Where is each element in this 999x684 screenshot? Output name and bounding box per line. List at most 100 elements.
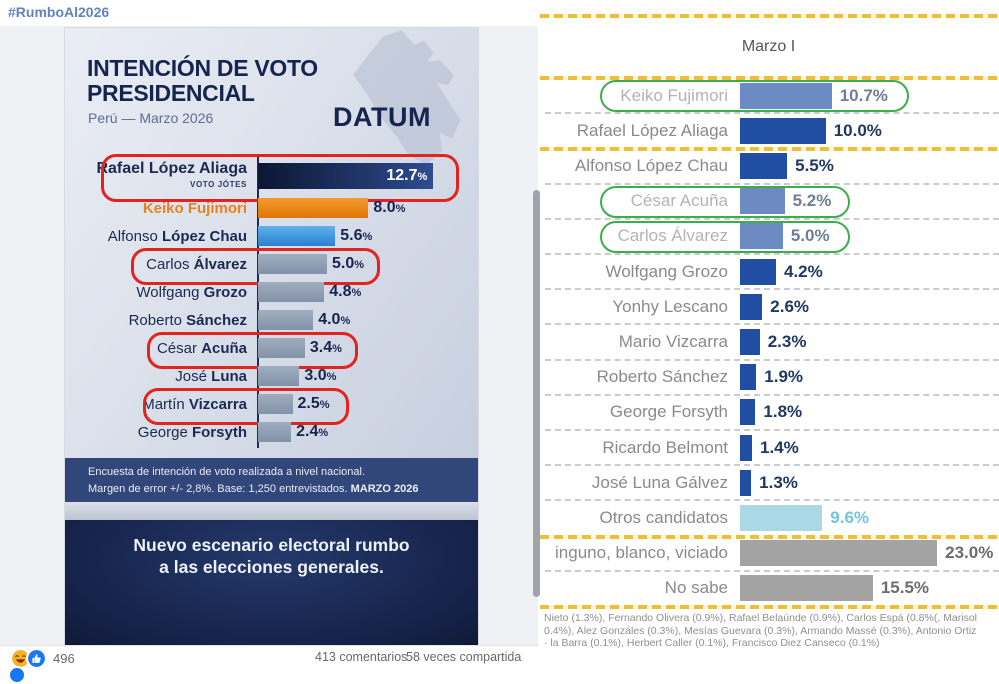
yellow-separator: [540, 76, 999, 80]
vote-value: 2.4%: [296, 423, 329, 440]
wave-bar: [740, 540, 938, 567]
wave-label: Ricardo Belmont: [602, 437, 728, 457]
candidate-row: César Acuña 3.4%: [65, 332, 478, 369]
axis-baseline: [257, 156, 259, 448]
candidate-label: José Luna: [175, 367, 247, 385]
wave-row: Mario Vizcarra 2.3%: [538, 324, 999, 359]
vote-bar: [258, 338, 305, 358]
comments-count[interactable]: 413 comentarios: [315, 650, 408, 664]
wave-bar: [740, 293, 763, 320]
wave-value: 1.3%: [759, 472, 798, 492]
candidate-row: George Forsyth 2.4%: [65, 418, 478, 446]
hashtag-link[interactable]: #RumboAl2026: [8, 4, 110, 20]
wave-label: Wolfgang Grozo: [605, 261, 728, 281]
candidate-label: Keiko Fujimori: [142, 199, 247, 217]
wave-bar: [740, 223, 783, 250]
wave-row: Rafael López Aliaga 10.0%: [538, 113, 999, 148]
like-reaction-icon[interactable]: [26, 648, 47, 669]
wave-label: No sabe: [664, 578, 728, 598]
post-footer-divider: [0, 645, 538, 646]
candidate-row: Roberto Sánchez 4.0%: [65, 306, 478, 334]
wave-bar: [740, 469, 752, 496]
wave-row: No sabe 15.5%: [538, 571, 999, 606]
green-highlight-ring: [600, 80, 909, 112]
dashed-separator: [545, 499, 999, 502]
candidate-row: Rafael López Aliaga VOTO JÓTES 12.7%: [65, 154, 478, 202]
vote-bar: [258, 422, 292, 442]
wave-row: Roberto Sánchez 1.9%: [538, 360, 999, 395]
wave-row: Yonhy Lescano 2.6%: [538, 289, 999, 324]
wave-row: Ricardo Belmont 1.4%: [538, 430, 999, 465]
vote-value: 3.4%: [309, 339, 342, 356]
wave-label: George Forsyth: [609, 402, 728, 422]
wave-row: Wolfgang Grozo 4.2%: [538, 254, 999, 289]
candidate-row: Alfonso López Chau 5.6%: [65, 222, 478, 250]
vote-value: 4.8%: [329, 283, 362, 300]
wave-bar: [740, 188, 785, 215]
wave-row: Carlos Álvarez 5.0%: [538, 219, 999, 254]
wave-bar: [740, 117, 826, 144]
wave-label: Rafael López Aliaga: [576, 120, 728, 140]
dashed-separator: [545, 323, 999, 326]
wave-value: 1.4%: [759, 437, 799, 457]
vote-value: 8.0%: [373, 199, 406, 216]
candidate-row: José Luna 3.0%: [65, 362, 478, 390]
footnote: Nieto (1.3%), Fernando Olivera (0.9%), R…: [544, 612, 978, 649]
dashed-separator: [545, 393, 999, 396]
vote-value: 3.0%: [304, 367, 337, 384]
wave-bar: [740, 399, 756, 426]
dashed-separator: [545, 112, 999, 115]
wave-value: 23.0%: [945, 543, 994, 563]
dashed-separator: [545, 253, 999, 255]
peru-map-silhouette: [353, 30, 461, 166]
wave-label: Yonhy Lescano: [612, 296, 728, 316]
wave-value: 10.7%: [839, 85, 888, 105]
green-highlight-ring: [600, 185, 850, 218]
wave-label: inguno, blanco, viciado: [555, 543, 728, 563]
dashed-separator: [545, 429, 999, 431]
candidate-label: Martín Vizcarra: [142, 395, 247, 413]
reactions-bar[interactable]: 496: [10, 648, 75, 669]
vote-value: 5.0%: [332, 255, 365, 272]
reaction-count[interactable]: 496: [53, 651, 75, 666]
candidate-row: Carlos Álvarez 5.0%: [65, 248, 478, 285]
candidate-label: Roberto Sánchez: [128, 311, 247, 329]
wave-value: 1.8%: [763, 402, 803, 422]
wave-row: Keiko Fujimori 10.7%: [538, 78, 999, 113]
wave-value: 5.2%: [792, 191, 832, 211]
wave-label: Alfonso López Chau: [574, 155, 728, 175]
survey-banner: Nuevo escenario electoral rumbo a las el…: [65, 520, 478, 645]
candidate-label: George Forsyth: [137, 423, 247, 441]
vote-value: 2.5%: [297, 395, 330, 412]
wave-bar: [740, 434, 752, 461]
wave-bar: [740, 364, 757, 391]
yellow-separator: [540, 534, 999, 539]
wave-bar: [740, 258, 776, 285]
shares-count[interactable]: 58 veces compartida: [406, 650, 522, 664]
wave-label: César Acuña: [630, 191, 728, 211]
dashed-separator: [545, 288, 999, 291]
candidate-rows: Rafael López Aliaga VOTO JÓTES 12.7% Keiko …: [65, 154, 478, 446]
wave-bar: [740, 82, 832, 109]
divider-strip: [65, 502, 478, 520]
wave-row: George Forsyth 1.8%: [538, 395, 999, 430]
vote-bar: 12.7%: [258, 163, 434, 189]
wave-value: 9.6%: [830, 507, 870, 527]
candidate-label: Alfonso López Chau: [107, 227, 247, 245]
datum-logo: DATUM: [333, 102, 431, 132]
wave-value: 10.0%: [833, 120, 882, 140]
dashed-separator: [545, 569, 999, 572]
wave-value: 5.0%: [790, 226, 830, 246]
wave-label: Otros candidatos: [599, 507, 728, 527]
wave-bar: [740, 575, 873, 602]
wave-value: 5.5%: [795, 155, 834, 175]
partial-like-icon: [8, 666, 26, 684]
vote-bar: [258, 254, 327, 274]
wave-bar: [740, 504, 823, 531]
wave-value: 2.6%: [770, 296, 810, 316]
poll-subtitle: Perú — Marzo 2026: [88, 110, 214, 126]
candidate-label: Carlos Álvarez: [146, 255, 247, 273]
scrollbar-thumb[interactable]: [533, 190, 540, 597]
dashed-separator: [545, 217, 999, 220]
wave-value: 2.3%: [767, 331, 807, 351]
